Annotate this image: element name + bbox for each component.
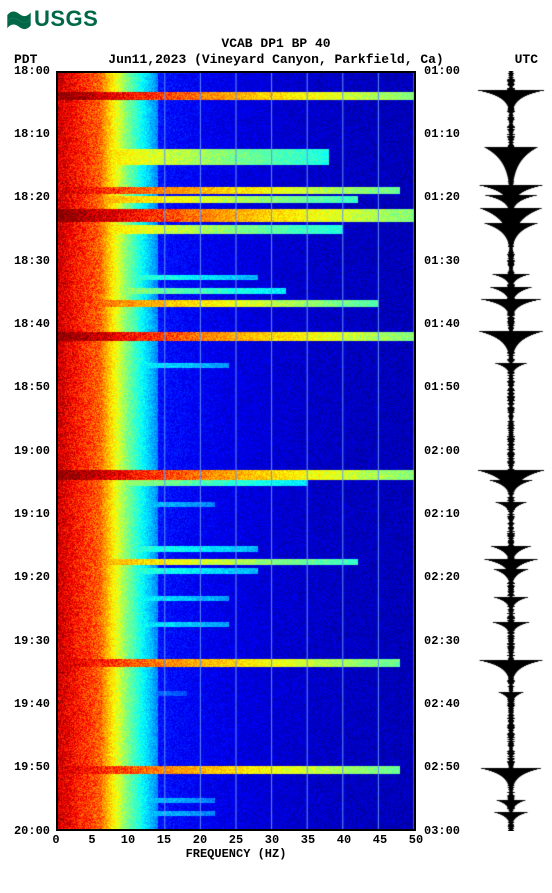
xtick: 5	[88, 833, 95, 847]
xtick: 25	[229, 833, 243, 847]
xtick: 10	[121, 833, 135, 847]
title-line1: VCAB DP1 BP 40	[6, 36, 546, 52]
ytick-left: 19:10	[6, 507, 50, 521]
xtick: 45	[373, 833, 387, 847]
ytick-right: 02:00	[424, 444, 472, 458]
ytick-right: 01:00	[424, 64, 472, 78]
y-axis-left-pdt: 18:0018:1018:2018:3018:4018:5019:0019:10…	[6, 71, 50, 831]
usgs-wordmark: USGS	[34, 6, 98, 32]
xtick: 40	[337, 833, 351, 847]
ytick-left: 19:50	[6, 760, 50, 774]
ytick-left: 19:20	[6, 570, 50, 584]
xtick: 15	[157, 833, 171, 847]
tz-right-label: UTC	[515, 52, 538, 68]
ytick-left: 19:40	[6, 697, 50, 711]
ytick-right: 02:20	[424, 570, 472, 584]
xtick: 35	[301, 833, 315, 847]
xtick: 50	[409, 833, 423, 847]
spectrogram-canvas	[56, 71, 416, 831]
xtick: 20	[193, 833, 207, 847]
ytick-left: 18:30	[6, 254, 50, 268]
ytick-left: 18:10	[6, 127, 50, 141]
xtick: 30	[265, 833, 279, 847]
ytick-right: 02:30	[424, 634, 472, 648]
ytick-left: 19:00	[6, 444, 50, 458]
x-axis-label: FREQUENCY (HZ)	[56, 847, 416, 861]
ytick-left: 18:50	[6, 380, 50, 394]
ytick-right: 01:10	[424, 127, 472, 141]
ytick-right: 01:20	[424, 190, 472, 204]
ytick-right: 01:40	[424, 317, 472, 331]
ytick-right: 02:10	[424, 507, 472, 521]
usgs-mark-icon	[6, 6, 32, 32]
ytick-left: 18:00	[6, 64, 50, 78]
ytick-left: 18:40	[6, 317, 50, 331]
date-station-label: Jun11,2023 (Vineyard Canyon, Parkfield, …	[108, 52, 443, 68]
ytick-right: 03:00	[424, 824, 472, 838]
xtick: 0	[52, 833, 59, 847]
ytick-left: 20:00	[6, 824, 50, 838]
ytick-left: 18:20	[6, 190, 50, 204]
ytick-right: 01:30	[424, 254, 472, 268]
ytick-left: 19:30	[6, 634, 50, 648]
waveform-canvas	[476, 71, 546, 831]
usgs-logo: USGS	[6, 6, 546, 32]
plot-area: 18:0018:1018:2018:3018:4018:5019:0019:10…	[6, 71, 546, 861]
ytick-right: 02:40	[424, 697, 472, 711]
y-axis-right-utc: 01:0001:1001:2001:3001:4001:5002:0002:10…	[424, 71, 472, 831]
x-axis-frequency: FREQUENCY (HZ) 05101520253035404550	[56, 833, 416, 861]
ytick-right: 02:50	[424, 760, 472, 774]
ytick-right: 01:50	[424, 380, 472, 394]
